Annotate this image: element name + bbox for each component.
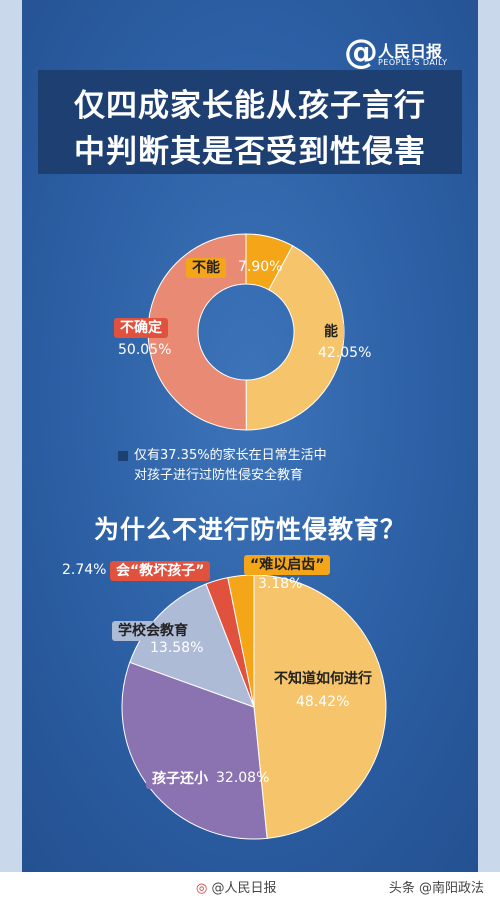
logo-en: PEOPLE'S DAILY — [378, 58, 448, 67]
source-credit: 头条 @南阳政法 — [388, 881, 484, 896]
donut-value-buqueding: 50.05% — [118, 342, 172, 358]
pie-slice-xuexiao — [129, 583, 255, 708]
pie-value-buzhidao: 48.42% — [296, 694, 350, 710]
logo-name: 人民日报 — [378, 42, 443, 61]
title-line-2: 中判断其是否受到性侵害 — [74, 134, 426, 170]
right-edge — [478, 0, 500, 872]
note: 仅有37.35%的家长在日常生活中 对孩子进行过防性侵安全教育 — [118, 446, 408, 483]
pie-slice-buzhidao — [253, 574, 387, 839]
pie-slice-nanyi — [227, 574, 255, 708]
at-sign-icon: @ — [344, 32, 378, 72]
peoples-daily-logo: @ 人民日报 PEOPLE'S DAILY — [344, 32, 464, 72]
donut-chart — [147, 233, 345, 431]
title-box: 仅四成家长能从孩子言行 中判断其是否受到性侵害 — [38, 70, 462, 174]
question-heading: 为什么不进行防性侵教育？ — [93, 515, 406, 544]
title-line-1: 仅四成家长能从孩子言行 — [74, 88, 426, 124]
note-square-icon — [118, 450, 128, 461]
weibo-handle: ◎ @人民日报 — [196, 877, 277, 896]
note-line-1: 仅有37.35%的家长在日常生活中 — [134, 448, 327, 463]
poster: @ 人民日报 PEOPLE'S DAILY 仅四成家长能从孩子言行 中判断其是否… — [0, 0, 500, 872]
pie-chart — [121, 574, 387, 840]
donut-slice-neng — [245, 245, 345, 431]
pie-label-xuexiao: 学校会教育 — [112, 621, 194, 641]
weibo-icon: ◎ — [196, 881, 208, 896]
donut-label-buneng: 不能 — [186, 258, 226, 278]
pie-value-xuexiao: 13.58% — [150, 640, 204, 656]
donut-slice-buqueding — [147, 233, 247, 431]
pie-label-buzhidao: 不知道如何进行 — [268, 669, 378, 689]
donut-label-neng: 能 — [318, 322, 344, 342]
pie-label-jiaohuai: 会“教坏孩子” — [110, 561, 211, 581]
pie-label-nanyi: “难以启齿” — [244, 555, 331, 575]
footer: ◎ @人民日报 头条 @南阳政法 — [0, 872, 500, 900]
pie-value-jiaohuai: 2.74% — [62, 562, 107, 578]
pie-value-haizi: 32.08% — [216, 770, 270, 786]
donut-label-buqueding: 不确定 — [114, 318, 168, 338]
note-line-2: 对孩子进行过防性侵安全教育 — [134, 468, 304, 483]
left-edge — [0, 0, 22, 872]
weibo-name: @人民日报 — [211, 881, 277, 896]
pie-value-nanyi: 3.18% — [258, 576, 303, 592]
donut-value-buneng: 7.90% — [238, 259, 283, 275]
donut-value-neng: 42.05% — [318, 345, 372, 361]
pie-label-haizi: 孩子还小 — [146, 769, 214, 789]
